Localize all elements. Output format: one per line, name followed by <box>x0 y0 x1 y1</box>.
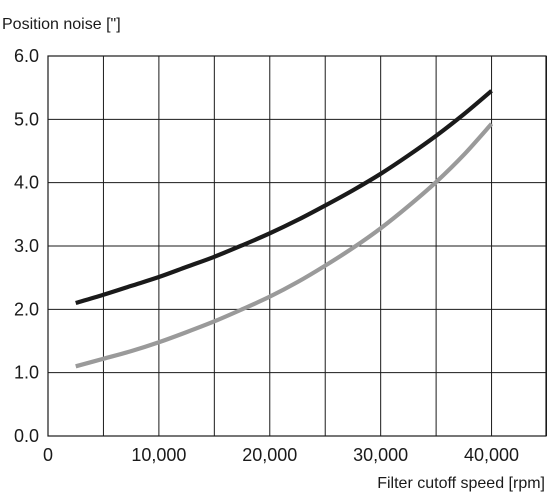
y-tick-label: 4.0 <box>14 173 39 193</box>
x-tick-label: 40,000 <box>464 445 519 465</box>
y-tick-label: 0.0 <box>14 426 39 446</box>
y-tick-label: 1.0 <box>14 363 39 383</box>
y-tick-label: 3.0 <box>14 236 39 256</box>
y-axis-label: Position noise ["] <box>2 16 121 33</box>
x-axis-label: Filter cutoff speed [rpm] <box>377 475 545 492</box>
y-tick-label: 2.0 <box>14 299 39 319</box>
plot-frame <box>47 55 547 437</box>
series-layer <box>75 89 494 369</box>
series-line-black <box>75 89 493 306</box>
x-tick-label: 0 <box>43 445 53 465</box>
x-tick-label: 30,000 <box>353 445 408 465</box>
series-line-gray <box>75 122 494 369</box>
x-tick-label: 20,000 <box>242 445 297 465</box>
x-tick-label: 10,000 <box>131 445 186 465</box>
grid <box>48 56 547 436</box>
x-tick-labels: 0 10,000 20,000 30,000 40,000 <box>43 445 519 465</box>
y-tick-labels: 0.0 1.0 2.0 3.0 4.0 5.0 6.0 <box>14 46 39 446</box>
y-tick-label: 6.0 <box>14 46 39 66</box>
y-tick-label: 5.0 <box>14 109 39 129</box>
